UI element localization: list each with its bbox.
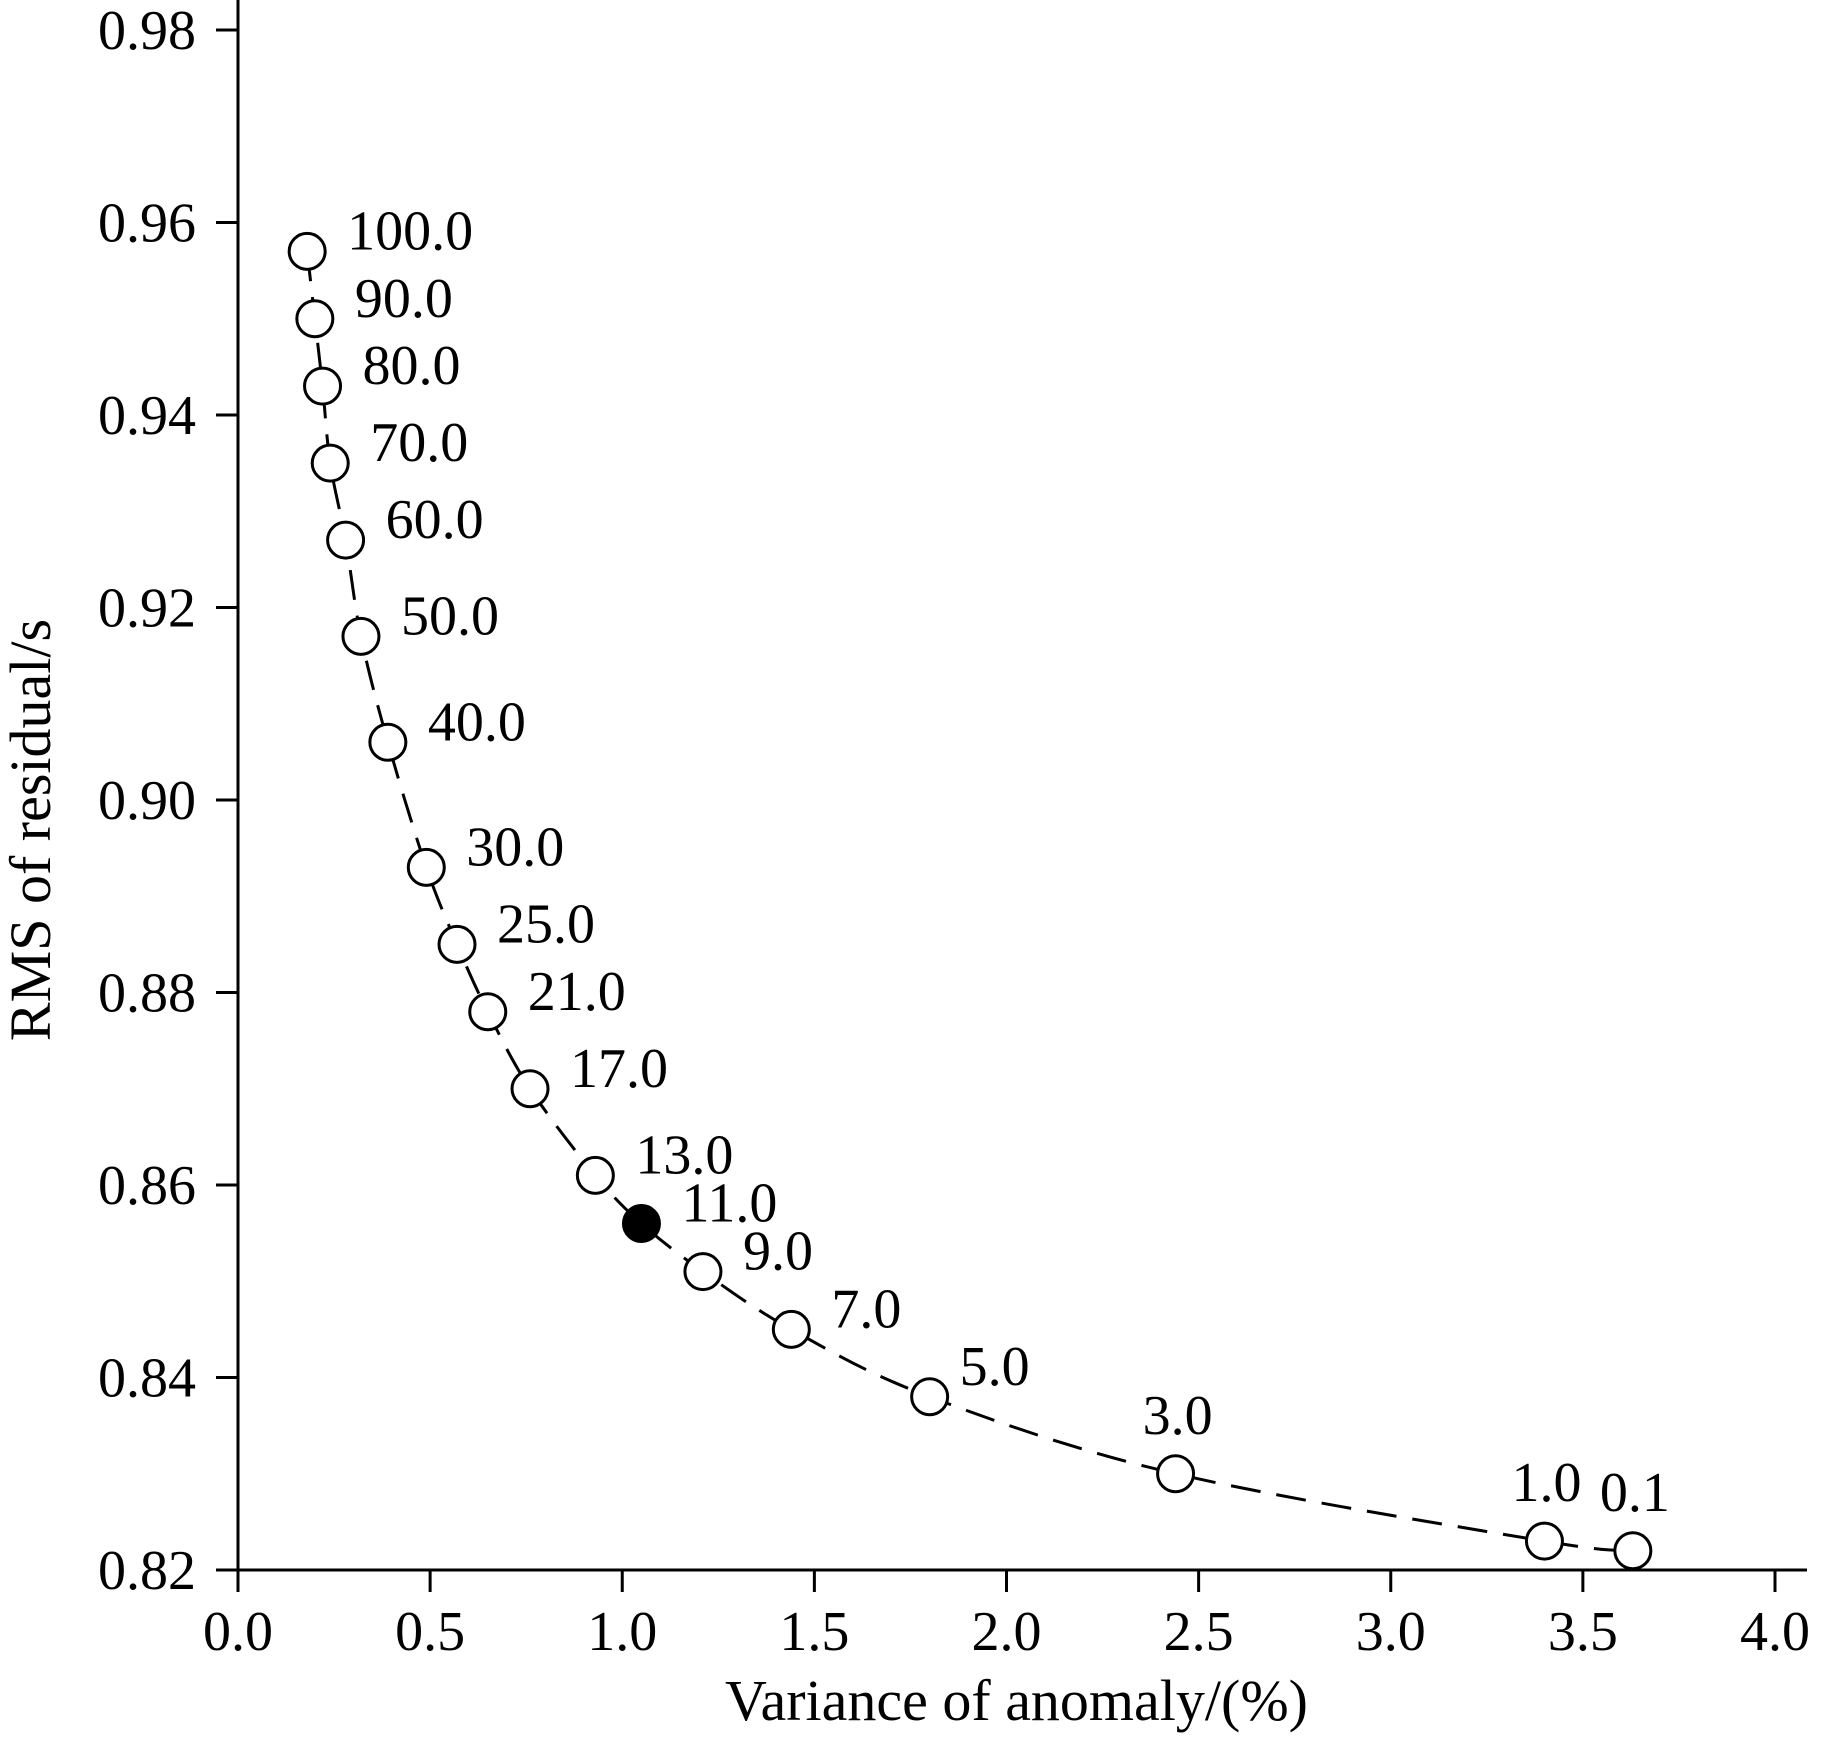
x-tick-label: 1.5 <box>779 1601 849 1663</box>
data-point <box>1156 1454 1196 1494</box>
x-tick-label: 0.5 <box>395 1601 465 1663</box>
axes <box>236 0 1807 1572</box>
x-tick-label: 4.0 <box>1740 1601 1810 1663</box>
y-ticks: 0.82 0.84 0.86 0.88 0.90 0.92 0.94 0.96 0.98 <box>98 0 238 1602</box>
x-ticks: 0.0 0.5 1.0 1.5 2.0 2.5 3.0 3.5 4.0 <box>203 1570 1810 1663</box>
point-label: 9.0 <box>743 1221 813 1283</box>
data-point <box>368 722 408 762</box>
point-label: 50.0 <box>401 585 499 647</box>
data-point <box>310 443 350 483</box>
y-tick-label: 0.98 <box>98 0 196 62</box>
point-label: 13.0 <box>635 1124 733 1186</box>
x-tick-label: 0.0 <box>203 1601 273 1663</box>
data-point <box>1524 1521 1564 1561</box>
data-point <box>575 1155 615 1195</box>
data-point <box>437 924 477 964</box>
data-point <box>683 1252 723 1292</box>
point-label: 3.0 <box>1143 1385 1213 1447</box>
x-tick-label: 3.0 <box>1356 1601 1426 1663</box>
x-tick-label: 2.0 <box>972 1601 1042 1663</box>
point-label: 90.0 <box>355 268 453 330</box>
dashed-curve <box>305 251 1633 1553</box>
y-tick-label: 0.96 <box>98 193 196 255</box>
data-point <box>510 1069 550 1109</box>
x-tick-label: 1.0 <box>587 1601 657 1663</box>
data-point <box>406 847 446 887</box>
y-axis-title: RMS of residual/s <box>0 619 63 1041</box>
x-tick-label: 2.5 <box>1164 1601 1234 1663</box>
point-label: 80.0 <box>363 335 461 397</box>
y-tick-label: 0.84 <box>98 1348 196 1410</box>
highlighted-point <box>621 1204 661 1243</box>
data-points <box>287 231 1653 1571</box>
point-label: 60.0 <box>386 489 484 551</box>
point-label: 100.0 <box>347 200 473 262</box>
point-label: 25.0 <box>497 893 595 955</box>
x-axis-title: Variance of anomaly/(%) <box>725 1668 1308 1733</box>
y-tick-label: 0.92 <box>98 578 196 640</box>
y-tick-label: 0.88 <box>98 963 196 1025</box>
point-label: 0.1 <box>1600 1462 1670 1524</box>
data-point <box>295 299 335 339</box>
point-label: 11.0 <box>681 1173 777 1235</box>
point-label: 21.0 <box>528 961 626 1023</box>
y-tick-label: 0.82 <box>98 1540 196 1602</box>
data-point <box>287 231 327 271</box>
data-point <box>303 366 343 406</box>
data-point <box>468 992 508 1032</box>
point-label: 17.0 <box>570 1038 668 1100</box>
point-label: 70.0 <box>370 412 468 474</box>
y-tick-label: 0.94 <box>98 385 196 447</box>
point-label: 5.0 <box>960 1336 1030 1398</box>
data-point <box>771 1309 811 1349</box>
data-point <box>1613 1531 1653 1571</box>
y-tick-label: 0.90 <box>98 770 196 832</box>
data-point <box>910 1377 950 1417</box>
point-labels: 100.090.080.0 70.0 60.0 50.0 40.0 30.0 25.021.… <box>347 200 1670 1523</box>
y-tick-label: 0.86 <box>98 1155 196 1217</box>
point-label: 40.0 <box>428 691 526 753</box>
point-label: 30.0 <box>466 816 564 878</box>
point-label: 7.0 <box>831 1278 901 1340</box>
point-label: 1.0 <box>1511 1452 1581 1514</box>
data-point <box>341 616 381 656</box>
data-point <box>326 520 366 560</box>
x-tick-label: 3.5 <box>1548 1601 1618 1663</box>
